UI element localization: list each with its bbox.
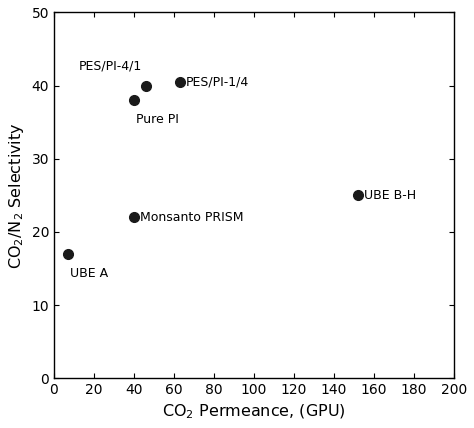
Text: UBE B-H: UBE B-H bbox=[364, 189, 416, 202]
Y-axis label: CO$_2$/N$_2$ Selectivity: CO$_2$/N$_2$ Selectivity bbox=[7, 122, 26, 269]
Point bbox=[354, 192, 362, 199]
Point bbox=[142, 82, 150, 89]
Text: Pure PI: Pure PI bbox=[136, 113, 179, 126]
X-axis label: CO$_2$ Permeance, (GPU): CO$_2$ Permeance, (GPU) bbox=[162, 403, 346, 421]
Point bbox=[176, 78, 184, 85]
Text: UBE A: UBE A bbox=[70, 267, 108, 280]
Point bbox=[64, 250, 72, 257]
Text: Monsanto PRISM: Monsanto PRISM bbox=[140, 211, 244, 224]
Point bbox=[130, 214, 138, 221]
Text: PES/PI-1/4: PES/PI-1/4 bbox=[186, 75, 249, 89]
Point bbox=[130, 97, 138, 104]
Text: PES/PI-4/1: PES/PI-4/1 bbox=[79, 59, 142, 72]
